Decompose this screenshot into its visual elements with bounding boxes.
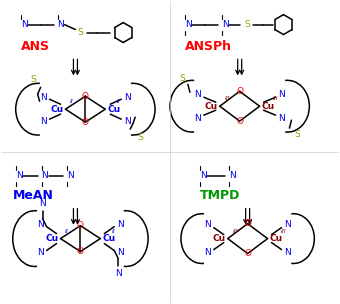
Text: MeAN: MeAN (13, 189, 54, 202)
Text: N: N (37, 248, 44, 257)
Text: O: O (244, 249, 251, 258)
Text: O: O (77, 221, 84, 230)
Text: S: S (137, 133, 143, 142)
Text: Cu: Cu (212, 234, 226, 243)
Text: N: N (194, 90, 201, 99)
Text: N: N (222, 20, 228, 29)
Text: N: N (57, 20, 64, 29)
Text: III: III (233, 229, 238, 234)
Text: N: N (204, 248, 211, 257)
Text: N: N (284, 220, 291, 229)
Text: N: N (39, 199, 46, 208)
Text: O: O (82, 118, 89, 127)
Text: N: N (16, 171, 22, 180)
Text: O: O (236, 87, 243, 96)
Text: N: N (40, 93, 47, 102)
Text: N: N (200, 171, 207, 180)
Text: N: N (124, 117, 131, 126)
Text: Cu: Cu (102, 234, 116, 243)
Text: O: O (244, 219, 251, 228)
Text: N: N (278, 90, 285, 99)
Text: N: N (124, 93, 131, 102)
Text: III: III (225, 96, 231, 101)
Text: N: N (117, 220, 124, 229)
Text: N: N (229, 171, 236, 180)
Text: III: III (280, 229, 286, 234)
Text: II: II (69, 99, 73, 104)
Text: O: O (82, 92, 89, 101)
Text: N: N (37, 220, 44, 229)
Text: N: N (21, 20, 28, 29)
Text: Cu: Cu (45, 234, 58, 243)
Text: N: N (185, 20, 192, 29)
Text: N: N (115, 269, 122, 278)
Text: Cu: Cu (205, 102, 218, 111)
Text: ANS: ANS (21, 40, 50, 53)
Text: N: N (117, 248, 124, 257)
Text: S: S (31, 75, 36, 84)
Text: S: S (245, 20, 250, 29)
Text: II: II (117, 99, 121, 104)
Text: ANSPh: ANSPh (185, 40, 232, 53)
Text: N: N (278, 114, 285, 123)
Text: N: N (194, 114, 201, 123)
Text: N: N (284, 248, 291, 257)
Text: Cu: Cu (107, 105, 120, 114)
Text: O: O (77, 247, 84, 256)
Text: S: S (294, 130, 300, 139)
Text: II: II (65, 229, 68, 234)
Text: Cu: Cu (270, 234, 283, 243)
Text: N: N (67, 171, 74, 180)
Text: II: II (112, 229, 116, 234)
Text: TMPD: TMPD (200, 189, 240, 202)
Text: O: O (236, 117, 243, 126)
Text: Cu: Cu (50, 105, 64, 114)
Text: III: III (273, 96, 278, 101)
Text: S: S (179, 74, 185, 83)
Text: N: N (204, 220, 211, 229)
Text: S: S (78, 28, 83, 37)
Text: N: N (41, 171, 48, 180)
Text: Cu: Cu (261, 102, 275, 111)
Text: N: N (40, 117, 47, 126)
